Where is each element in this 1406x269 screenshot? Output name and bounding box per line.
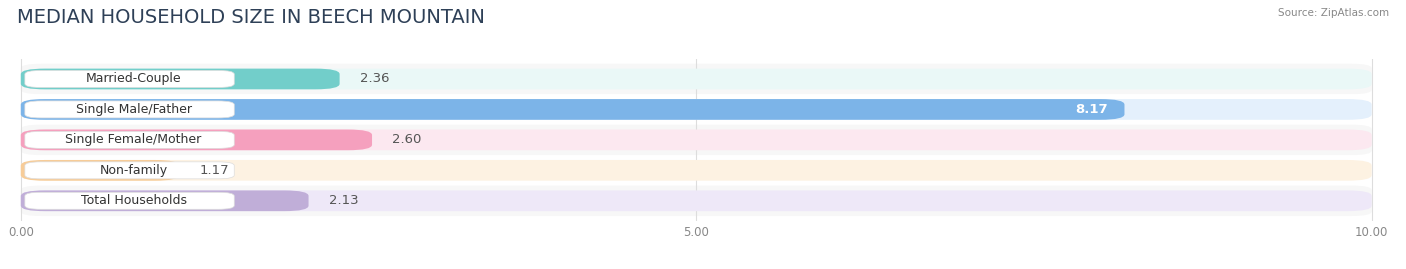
Text: Total Households: Total Households: [80, 194, 187, 207]
FancyBboxPatch shape: [25, 192, 235, 209]
FancyBboxPatch shape: [21, 130, 1372, 150]
Text: Non-family: Non-family: [100, 164, 167, 177]
Text: 8.17: 8.17: [1076, 103, 1108, 116]
Text: Single Male/Father: Single Male/Father: [76, 103, 191, 116]
FancyBboxPatch shape: [25, 162, 235, 179]
FancyBboxPatch shape: [25, 70, 235, 87]
FancyBboxPatch shape: [25, 131, 235, 148]
FancyBboxPatch shape: [21, 99, 1372, 120]
Text: 2.36: 2.36: [360, 72, 389, 86]
FancyBboxPatch shape: [21, 190, 308, 211]
FancyBboxPatch shape: [21, 64, 1372, 94]
FancyBboxPatch shape: [21, 186, 1372, 216]
FancyBboxPatch shape: [21, 160, 179, 181]
FancyBboxPatch shape: [21, 69, 1372, 89]
FancyBboxPatch shape: [21, 69, 340, 89]
Text: 2.13: 2.13: [329, 194, 359, 207]
FancyBboxPatch shape: [21, 94, 1372, 125]
Text: Single Female/Mother: Single Female/Mother: [66, 133, 201, 146]
Text: Source: ZipAtlas.com: Source: ZipAtlas.com: [1278, 8, 1389, 18]
FancyBboxPatch shape: [21, 130, 373, 150]
Text: 1.17: 1.17: [200, 164, 229, 177]
FancyBboxPatch shape: [21, 160, 1372, 181]
Text: MEDIAN HOUSEHOLD SIZE IN BEECH MOUNTAIN: MEDIAN HOUSEHOLD SIZE IN BEECH MOUNTAIN: [17, 8, 485, 27]
FancyBboxPatch shape: [25, 101, 235, 118]
FancyBboxPatch shape: [21, 125, 1372, 155]
Text: Married-Couple: Married-Couple: [86, 72, 181, 86]
FancyBboxPatch shape: [21, 190, 1372, 211]
Text: 2.60: 2.60: [392, 133, 422, 146]
FancyBboxPatch shape: [21, 99, 1125, 120]
FancyBboxPatch shape: [21, 155, 1372, 186]
